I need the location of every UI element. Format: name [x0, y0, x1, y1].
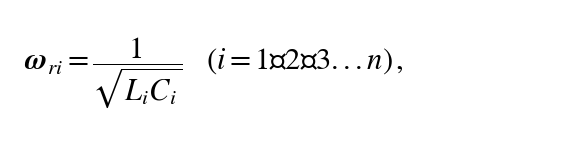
Text: $\boldsymbol{\omega}_{ri} = \dfrac{1}{\sqrt{L_i C_i}} \quad (i = 1\text{、}2\text: $\boldsymbol{\omega}_{ri} = \dfrac{1}{\s… [24, 36, 404, 110]
